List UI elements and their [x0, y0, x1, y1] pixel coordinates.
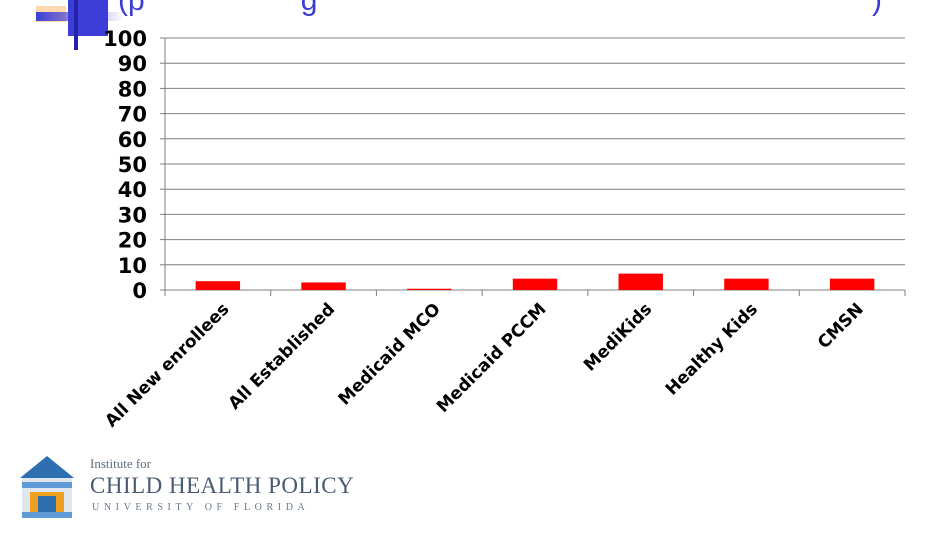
- bar: [301, 282, 346, 290]
- bar: [724, 278, 769, 290]
- bar: [829, 278, 875, 290]
- y-tick-label: 70: [118, 103, 147, 127]
- slide-title-fragment-end: ): [872, 0, 882, 17]
- gridlines: [160, 37, 906, 296]
- vertical-line: [74, 0, 78, 50]
- y-tick-label: 100: [103, 27, 147, 51]
- institute-logo: Institute for CHILD HEALTH POLICY UNIVER…: [16, 452, 396, 532]
- y-tick-label: 50: [118, 153, 147, 177]
- x-tick-label: All New enrollees: [101, 299, 233, 431]
- slide-title-fragment: (p g: [118, 0, 318, 17]
- y-tick-label: 80: [118, 77, 147, 101]
- gradient-bar: [36, 12, 124, 21]
- logo-line-institute: Institute for: [90, 456, 152, 471]
- y-tick-label: 60: [118, 128, 147, 152]
- y-tick-label: 40: [118, 178, 147, 202]
- logo-line-name: CHILD HEALTH POLICY: [90, 473, 355, 498]
- slide-title: (p g ): [0, 0, 947, 20]
- y-tick-label: 0: [132, 279, 147, 303]
- x-tick-label: All Established: [225, 299, 339, 413]
- bar: [195, 281, 241, 290]
- bar: [407, 288, 452, 290]
- y-tick-label: 10: [118, 254, 147, 278]
- x-tick-label: Healthy Kids: [662, 299, 762, 399]
- bar: [618, 273, 663, 290]
- schoolhouse-icon: [16, 452, 78, 520]
- x-tick-label: CMSN: [814, 299, 868, 353]
- x-tick-label: Medicaid PCCM: [433, 299, 551, 417]
- logo-line-university: UNIVERSITY OF FLORIDA: [92, 502, 310, 513]
- bars: [195, 273, 875, 290]
- corner-decoration: [36, 0, 124, 50]
- y-tick-label: 20: [118, 229, 147, 253]
- y-tick-label: 30: [118, 203, 147, 227]
- bar: [512, 278, 558, 290]
- x-tick-label: MediKids: [580, 299, 656, 375]
- y-tick-label: 90: [118, 52, 147, 76]
- x-tick-label: Medicaid MCO: [335, 299, 445, 409]
